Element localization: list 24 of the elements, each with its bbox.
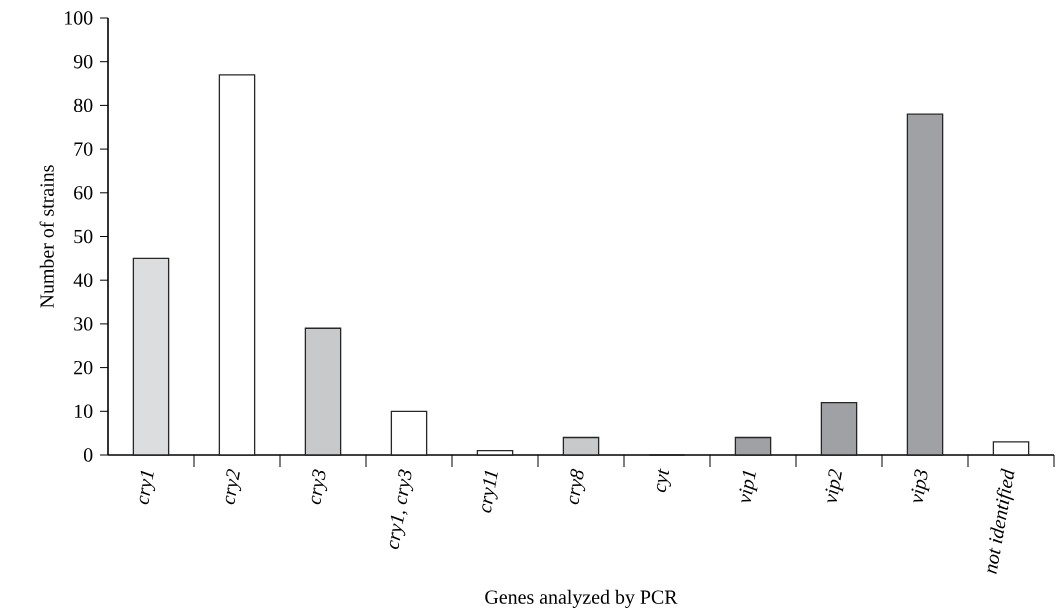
y-tick-label: 80 [74, 98, 93, 113]
x-tick-label: cry11 [482, 470, 498, 513]
y-tick-label: 40 [73, 273, 93, 287]
y-tick-label: 70 [74, 142, 93, 156]
x-tick-label: cyt [656, 468, 671, 493]
x-tick-label: cry1 [139, 470, 156, 505]
y-tick-label: 100 [65, 11, 93, 25]
x-axis-title: Genes analyzed by PCR [485, 589, 678, 608]
x-tick-label: vip2 [825, 469, 844, 503]
x-tick-label: cry1, cry3 [389, 469, 414, 549]
x-tick-label: cry2 [225, 469, 242, 505]
x-tick-label: cry8 [569, 468, 586, 505]
y-tick-label: 30 [74, 317, 93, 331]
y-tick-label: 60 [74, 186, 93, 200]
y-tick-label: 10 [74, 404, 93, 419]
y-tick-label: 90 [73, 54, 93, 69]
y-tick-label: 20 [74, 360, 93, 375]
y-tick-label: 50 [74, 229, 93, 244]
x-tick-label: vip1 [739, 470, 758, 503]
x-tick-label: cry3 [311, 469, 328, 505]
y-axis-title: Number of strains [39, 165, 54, 308]
y-tick-label: 0 [83, 448, 93, 462]
x-tick-label: vip3 [911, 469, 930, 503]
x-tick-label: not identified [987, 468, 1015, 574]
